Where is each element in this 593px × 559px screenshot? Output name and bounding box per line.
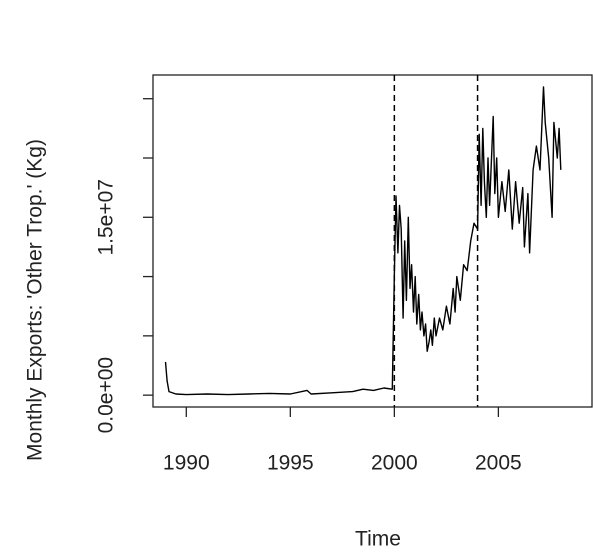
x-axis-label: Time [355, 528, 401, 551]
data-line [164, 86, 562, 396]
x-tick-label: 1990 [163, 452, 210, 475]
y-axis-label: Monthly Exports: 'Other Trop.' (Kg) [24, 139, 47, 461]
x-tick-label: 1995 [267, 452, 314, 475]
y-tick-label: 0.0e+00 [95, 357, 118, 434]
y-tick-label: 1.5e+07 [95, 179, 118, 256]
x-tick-label: 2000 [371, 452, 418, 475]
plot-box [152, 74, 593, 408]
x-tick-label: 2005 [475, 452, 522, 475]
